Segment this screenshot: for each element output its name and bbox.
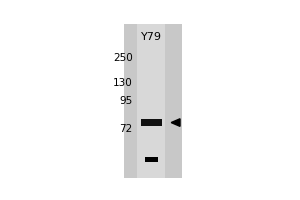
Text: 72: 72 bbox=[120, 124, 133, 134]
Bar bbox=[145, 157, 158, 162]
Bar bbox=[124, 24, 182, 178]
Bar bbox=[137, 24, 165, 178]
Bar bbox=[141, 119, 162, 126]
Text: 95: 95 bbox=[120, 96, 133, 106]
Polygon shape bbox=[171, 119, 180, 126]
Text: 130: 130 bbox=[113, 78, 133, 88]
Text: Y79: Y79 bbox=[141, 32, 162, 42]
Text: 250: 250 bbox=[113, 53, 133, 63]
